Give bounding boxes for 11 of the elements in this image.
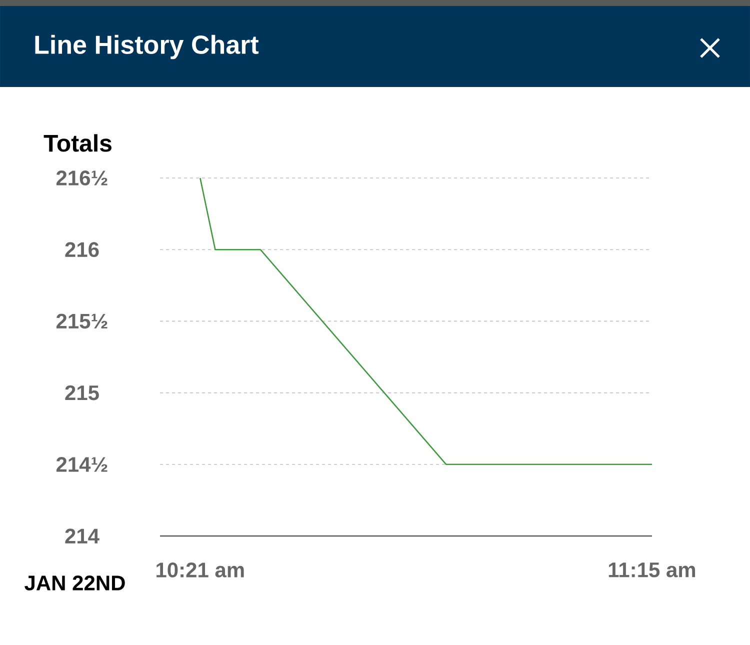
y-tick-label: 215½ [56, 314, 108, 329]
y-tick-label: 214 [65, 528, 100, 544]
y-axis-title: Totals [44, 134, 112, 152]
x-tick-label: 10:21 am [156, 562, 244, 578]
y-tick-label: 214½ [56, 457, 108, 472]
y-tick-label: 215 [65, 385, 99, 400]
y-tick-label: 216½ [56, 170, 108, 186]
y-tick-label: 216 [65, 242, 99, 258]
text: JAN 22ND [24, 576, 125, 590]
chart-title: Line History Chart [35, 34, 259, 60]
x-tick-label: 11:15 am [608, 562, 696, 578]
